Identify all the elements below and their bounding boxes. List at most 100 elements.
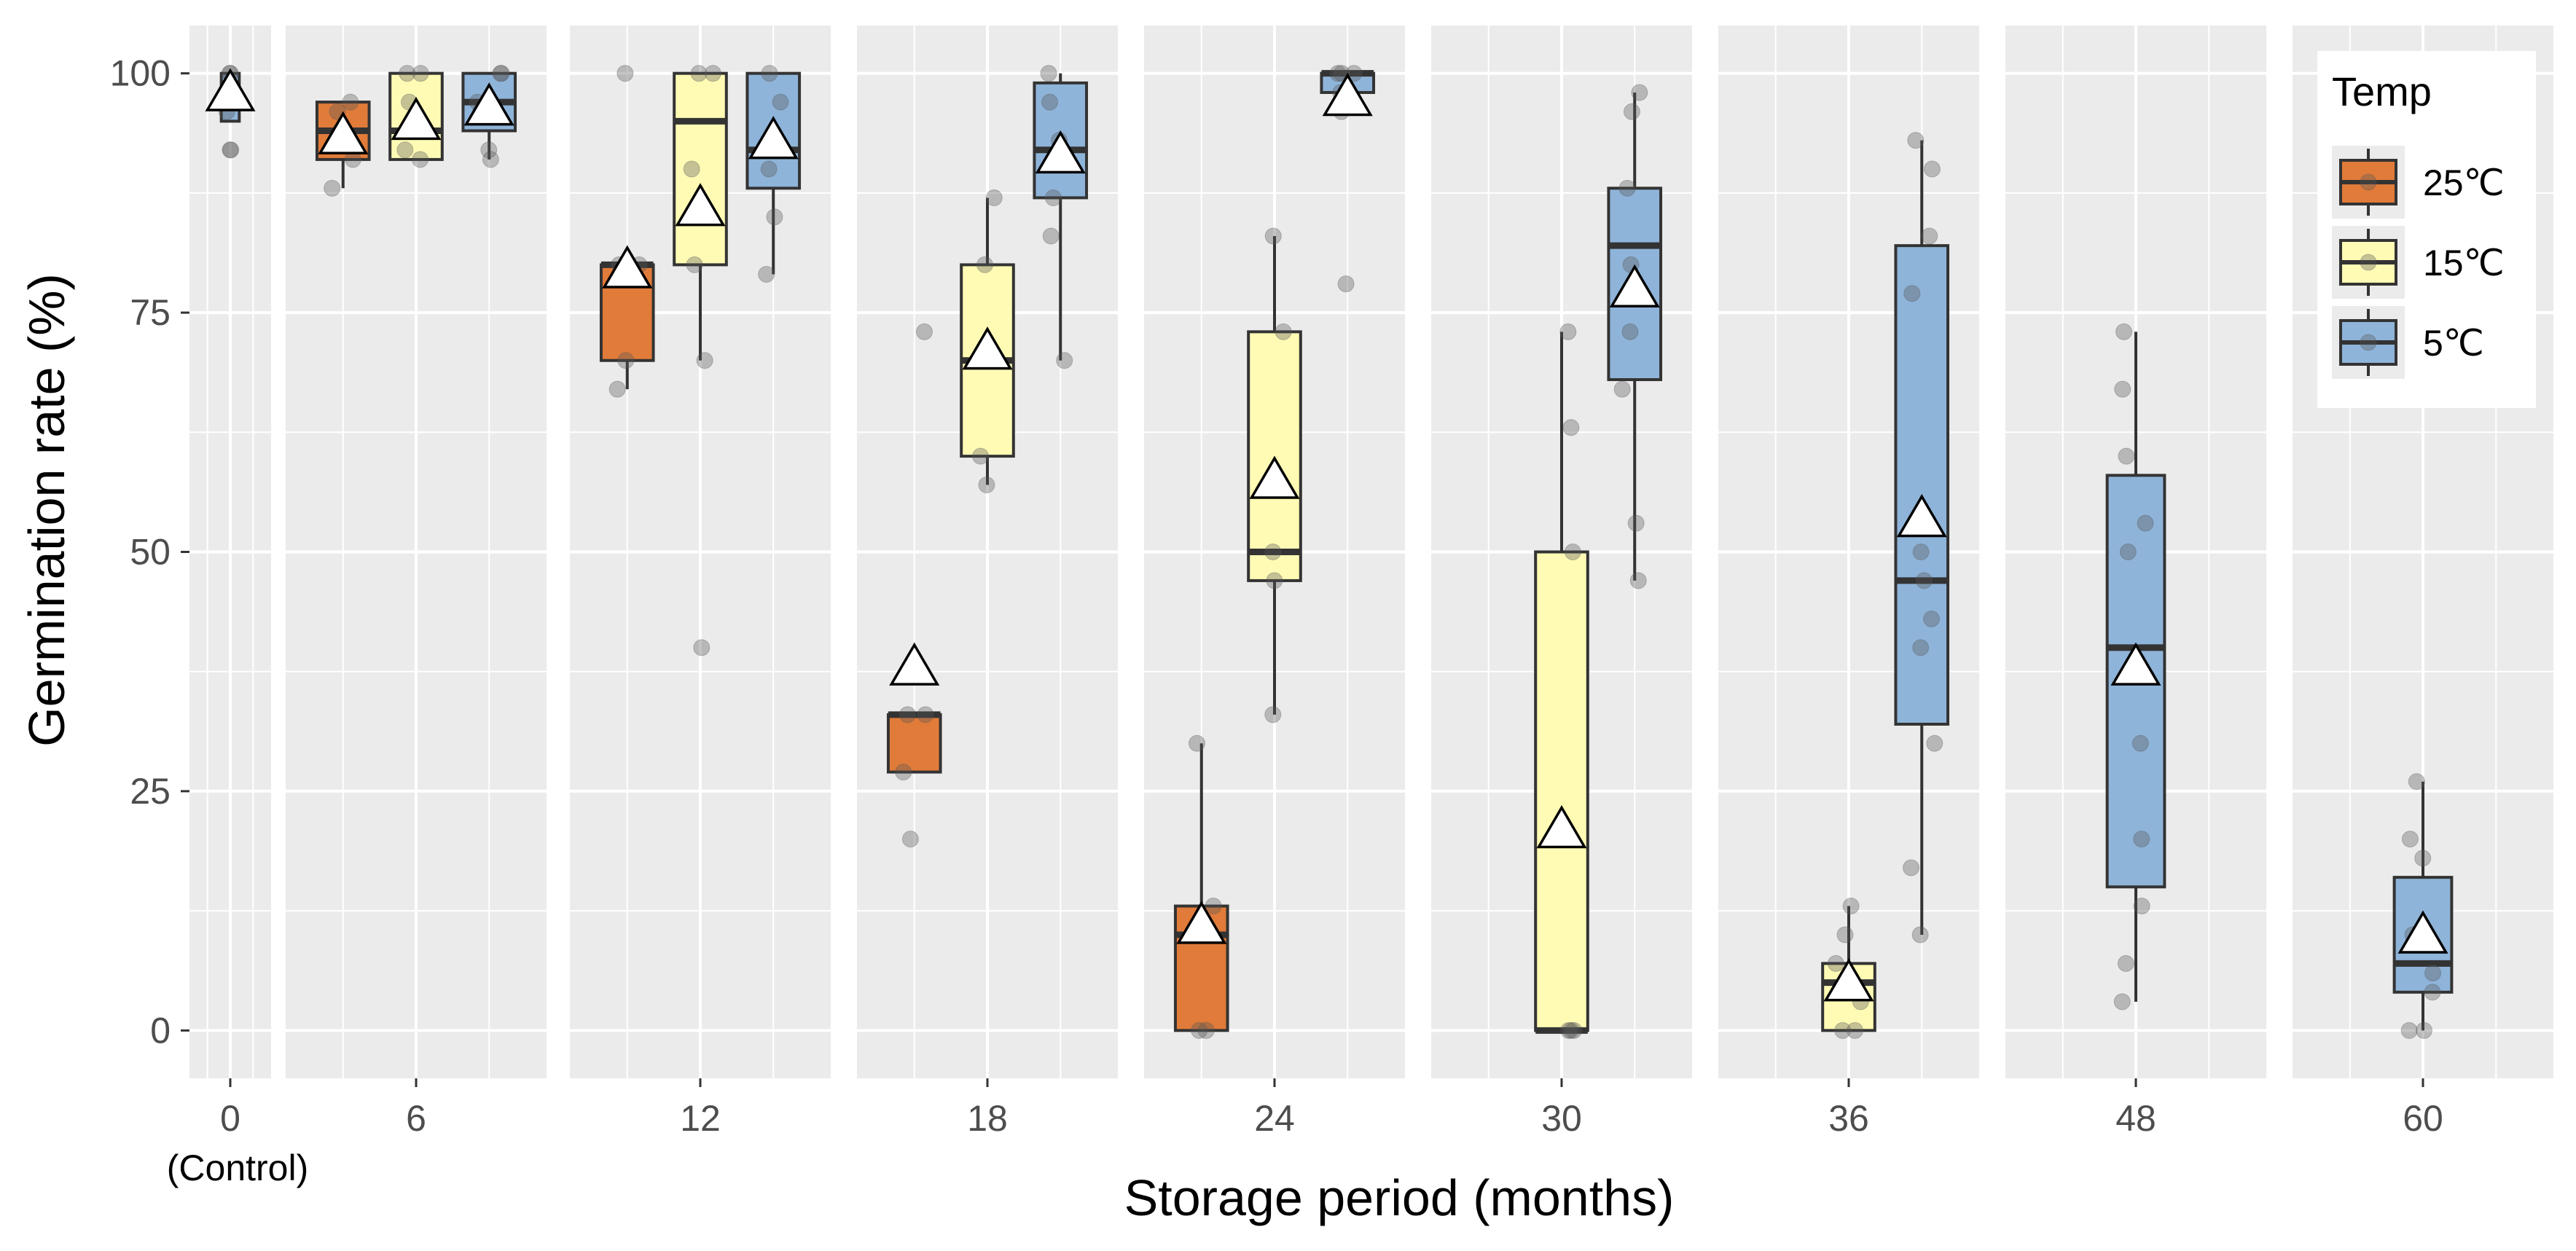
data-point [1629,572,1647,589]
data-point [1923,160,1941,178]
x-tick-label: 36 [1828,1098,1869,1139]
box-18-25℃ [886,323,942,848]
legend-key-point [2360,334,2377,351]
data-point [1040,65,1057,82]
data-point [493,65,510,82]
mean-marker [463,82,514,126]
x-tick-label: 18 [967,1098,1008,1139]
data-point [1921,227,1938,245]
mean-marker [889,642,940,686]
data-point [895,764,912,781]
data-point [690,65,708,82]
mean-marker [1823,958,1874,1002]
legend-label: 25℃ [2423,162,2505,203]
data-point [1926,734,1943,752]
legend-label: 5℃ [2423,323,2484,364]
data-point [761,65,778,82]
y-tick-label: 0 [150,1010,171,1051]
data-point [1197,1021,1215,1039]
data-point [693,639,710,656]
data-point [976,256,993,273]
data-point [1264,227,1282,245]
data-point [1907,132,1925,149]
mean-marker [1896,494,1947,538]
data-point [901,831,919,848]
data-point [1337,275,1355,293]
legend-key-point [2360,173,2377,191]
data-point [704,65,721,82]
data-point [1827,954,1844,972]
panel-48 [2005,26,2266,1078]
legend-title: Temp [2332,68,2432,114]
box-24-5℃ [1320,65,1376,293]
data-point [1923,610,1941,627]
data-point [1266,572,1283,589]
data-point [985,189,1003,206]
data-point [1565,1021,1583,1039]
panel-24 [1144,26,1405,1078]
y-tick-label: 25 [130,771,171,812]
legend: Temp 25℃ 15℃ 5℃ [2317,51,2536,408]
y-tick-label: 50 [130,532,171,573]
box-6-5℃ [461,65,517,168]
data-point [916,323,933,340]
data-point [1044,189,1062,206]
panel-18 [857,26,1118,1078]
data-point [412,65,429,82]
data-point [978,477,995,494]
data-point [482,151,499,168]
panel-30 [1431,26,1692,1078]
data-point [1842,898,1860,915]
data-point [1264,544,1282,560]
data-point [1056,352,1073,369]
data-point [1264,706,1282,723]
data-point [2119,544,2137,560]
data-point [2401,831,2419,848]
data-point [917,706,934,723]
data-point [396,141,414,159]
data-point [899,706,916,723]
y-tick-label: 75 [130,292,171,333]
mean-marker [748,116,799,160]
data-point [2424,965,2442,981]
mean-marker [1322,73,1373,117]
data-point [1618,179,1636,197]
data-point [1912,639,1930,656]
box-36-5℃ [1894,132,1950,944]
data-point [2400,1021,2418,1039]
box-12-15℃ [673,65,728,656]
data-point [1912,544,1930,560]
data-point [342,93,359,111]
data-point [2137,514,2154,532]
data-point [2415,1021,2432,1039]
data-point [616,65,634,82]
data-point [1041,93,1059,111]
y-axis-title: Germination rate (%) [18,273,75,747]
box-12-5℃ [745,65,802,283]
x-tick-label: 24 [1254,1098,1295,1139]
box-24-25℃ [1173,734,1229,1039]
data-point [2113,993,2131,1011]
data-point [1836,926,1854,944]
data-point [1623,103,1640,120]
x-axis: 0 (Control) 6 12 18 24 30 36 48 60 [167,1078,2443,1188]
mean-marker [1249,455,1300,499]
x-tick-sublabel: (Control) [167,1148,308,1188]
data-point [222,141,240,159]
data-point [696,352,713,369]
box-30-15℃ [1534,323,1589,1039]
data-point [324,179,341,197]
box-48-5℃ [2105,323,2166,1011]
box-12-25℃ [599,65,655,398]
panel-12 [570,26,831,1078]
legend-key-point [2360,254,2377,271]
data-point [1562,419,1580,436]
mean-marker [675,183,726,227]
data-point [617,352,635,369]
data-point [1562,1021,1580,1039]
data-point [1834,1021,1852,1039]
panel-6 [286,26,547,1078]
mean-marker [602,245,653,289]
data-point [2133,831,2150,848]
panel-36 [1718,26,1979,1078]
